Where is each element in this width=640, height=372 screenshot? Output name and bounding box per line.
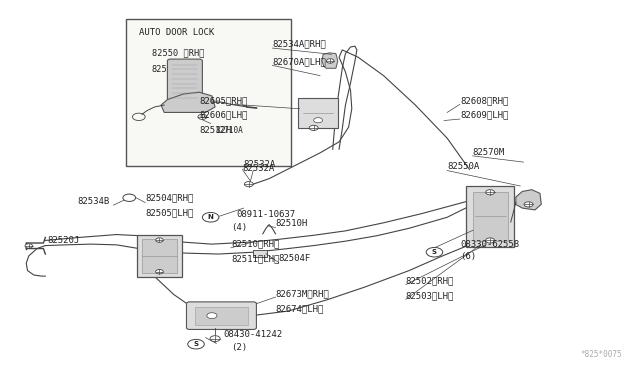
FancyBboxPatch shape bbox=[186, 302, 257, 330]
Text: 82532A: 82532A bbox=[244, 160, 276, 170]
Circle shape bbox=[314, 118, 323, 123]
Text: 82550A: 82550A bbox=[447, 162, 479, 171]
Circle shape bbox=[202, 212, 219, 222]
Circle shape bbox=[123, 194, 136, 202]
Text: 82609〈LH〉: 82609〈LH〉 bbox=[460, 111, 508, 120]
Text: 08430-41242: 08430-41242 bbox=[223, 330, 282, 339]
Text: 82504〈RH〉: 82504〈RH〉 bbox=[145, 193, 193, 202]
Text: (6): (6) bbox=[460, 253, 476, 262]
FancyBboxPatch shape bbox=[467, 186, 514, 247]
Polygon shape bbox=[322, 53, 338, 68]
Text: 82510〈RH〉: 82510〈RH〉 bbox=[231, 240, 279, 248]
Text: 82504F: 82504F bbox=[278, 254, 311, 263]
FancyBboxPatch shape bbox=[253, 250, 268, 257]
Text: 82551M〈LH〉: 82551M〈LH〉 bbox=[152, 65, 204, 74]
Text: 82512H: 82512H bbox=[199, 125, 232, 135]
Text: 08330-62558: 08330-62558 bbox=[460, 240, 519, 248]
Text: S: S bbox=[193, 341, 198, 347]
Circle shape bbox=[486, 190, 495, 195]
Text: 82532A: 82532A bbox=[243, 164, 275, 173]
Text: 82570M: 82570M bbox=[472, 148, 505, 157]
Text: AUTO DOOR LOCK: AUTO DOOR LOCK bbox=[139, 28, 214, 37]
Text: 82674〈LH〉: 82674〈LH〉 bbox=[275, 304, 324, 313]
Circle shape bbox=[210, 336, 220, 341]
Circle shape bbox=[198, 114, 207, 119]
Circle shape bbox=[309, 125, 318, 131]
Circle shape bbox=[326, 59, 334, 63]
Text: 08911-10637: 08911-10637 bbox=[236, 210, 295, 219]
Text: 82502〈RH〉: 82502〈RH〉 bbox=[406, 276, 454, 285]
Text: 82550 〈RH〉: 82550 〈RH〉 bbox=[152, 48, 204, 57]
FancyBboxPatch shape bbox=[298, 99, 339, 128]
Circle shape bbox=[25, 244, 33, 248]
Text: N: N bbox=[208, 214, 214, 220]
Text: (4): (4) bbox=[231, 223, 247, 232]
Text: 82520J: 82520J bbox=[48, 236, 80, 245]
Polygon shape bbox=[161, 92, 215, 112]
Text: 82505〈LH〉: 82505〈LH〉 bbox=[145, 208, 193, 217]
Text: 82710A: 82710A bbox=[215, 126, 243, 135]
FancyBboxPatch shape bbox=[126, 19, 291, 166]
Text: S: S bbox=[432, 249, 437, 255]
Circle shape bbox=[486, 238, 495, 243]
Circle shape bbox=[426, 247, 443, 257]
Text: (2): (2) bbox=[231, 343, 247, 352]
Text: 82534A〈RH〉: 82534A〈RH〉 bbox=[272, 39, 326, 48]
Text: 82511〈LH〉: 82511〈LH〉 bbox=[231, 254, 279, 263]
Text: 82608〈RH〉: 82608〈RH〉 bbox=[460, 96, 508, 105]
Text: 82605〈RH〉: 82605〈RH〉 bbox=[199, 96, 248, 105]
Text: 82534B: 82534B bbox=[77, 197, 109, 206]
Circle shape bbox=[156, 238, 163, 242]
Text: 82673M〈RH〉: 82673M〈RH〉 bbox=[275, 289, 329, 298]
Circle shape bbox=[244, 182, 253, 187]
FancyBboxPatch shape bbox=[142, 238, 177, 273]
Circle shape bbox=[524, 202, 533, 207]
Circle shape bbox=[207, 313, 217, 318]
Text: *825*0075: *825*0075 bbox=[580, 350, 622, 359]
Circle shape bbox=[188, 339, 204, 349]
FancyBboxPatch shape bbox=[137, 235, 182, 277]
Circle shape bbox=[156, 269, 163, 274]
FancyBboxPatch shape bbox=[195, 307, 248, 325]
FancyBboxPatch shape bbox=[472, 192, 508, 241]
Polygon shape bbox=[516, 190, 541, 210]
Text: 82670A〈LH〉: 82670A〈LH〉 bbox=[272, 57, 326, 67]
Text: 82503〈LH〉: 82503〈LH〉 bbox=[406, 291, 454, 300]
Text: 82606〈LH〉: 82606〈LH〉 bbox=[199, 111, 248, 120]
Text: 82510H: 82510H bbox=[275, 219, 308, 228]
FancyBboxPatch shape bbox=[168, 59, 202, 103]
